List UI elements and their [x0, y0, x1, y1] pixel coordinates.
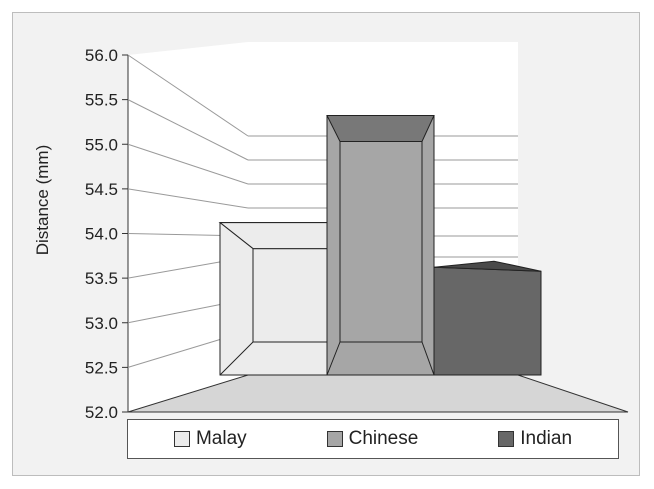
bar-chinese-inner [339, 140, 423, 343]
bars [218, 114, 542, 376]
bar-malay-edge [219, 341, 254, 376]
y-tick-label: 54.5 [85, 180, 118, 199]
legend-item-indian: Indian [498, 428, 572, 450]
legend-swatch-malay [173, 431, 190, 447]
legend-swatch-indian [498, 431, 515, 447]
y-tick-label: 52.5 [85, 358, 118, 377]
bar-indian [433, 266, 542, 376]
legend-swatch-chinese [326, 431, 343, 447]
legend-label-malay: Malay [195, 428, 247, 449]
gridline-wall [127, 99, 249, 161]
y-tick-label: 54.0 [85, 225, 118, 244]
legend-label-chinese: Chinese [348, 428, 419, 449]
legend-label-indian: Indian [520, 428, 573, 449]
gridline-wall [127, 54, 249, 137]
left-wall [128, 42, 248, 412]
y-axis-title: Distance (mm) [33, 145, 52, 256]
y-axis-tick-labels: 52.0 52.5 53.0 53.5 54.0 54.5 55.0 55.5 56.0 [85, 46, 118, 422]
bar-chinese-top [326, 114, 435, 142]
legend-item-chinese: Chinese [326, 428, 419, 450]
bar-indian-top [433, 260, 542, 272]
bar-malay-inner [252, 248, 328, 343]
bar-chinese-edge-right [421, 341, 435, 376]
y-tick-label: 53.0 [85, 314, 118, 333]
legend: Malay Chinese Indian [127, 419, 619, 459]
y-tick-label: 56.0 [85, 46, 118, 65]
y-tick-label: 55.0 [85, 135, 118, 154]
gridline-wall [127, 143, 249, 185]
gridline-wall [127, 188, 249, 209]
y-tick-label: 52.0 [85, 403, 118, 422]
y-tick-label: 55.5 [85, 91, 118, 110]
y-tick-label: 53.5 [85, 269, 118, 288]
legend-item-malay: Malay [173, 428, 247, 450]
bar-chinese-edge [326, 341, 341, 376]
